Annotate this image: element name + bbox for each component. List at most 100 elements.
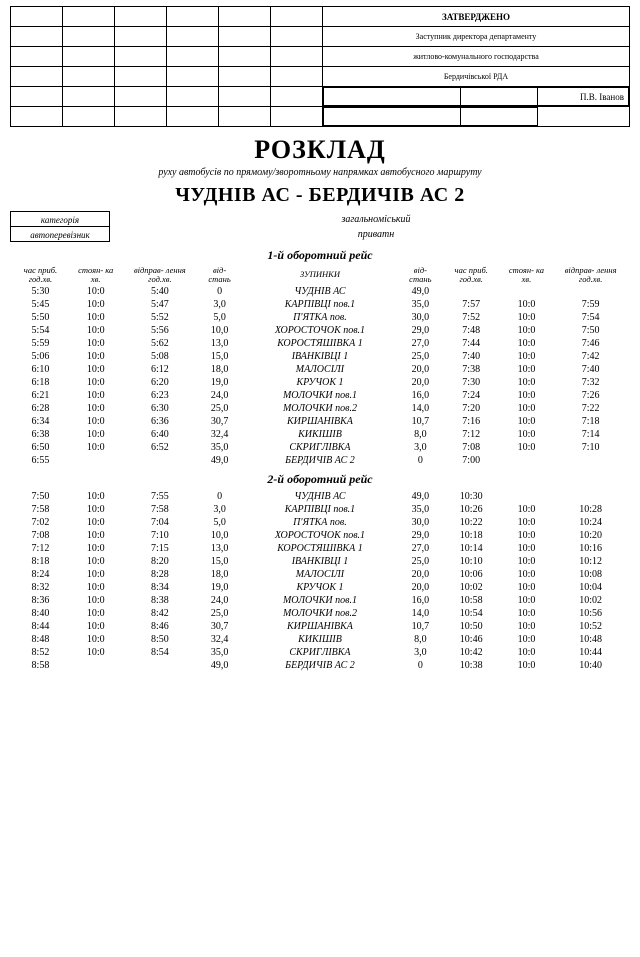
schedule-cell: 10:24	[551, 516, 630, 529]
schedule-row: 7:5010:07:550ЧУДНІВ АС49,010:30	[10, 490, 630, 503]
schedule-cell: 5,0	[199, 516, 240, 529]
schedule-cell: 8:44	[10, 620, 71, 633]
schedule-cell: 7:59	[551, 298, 630, 311]
stop-name: ЧУДНІВ АС	[240, 490, 400, 503]
schedule-cell: 7:50	[551, 324, 630, 337]
schedule-cell: 10:58	[441, 594, 502, 607]
schedule-cell: 49,0	[199, 454, 240, 467]
schedule-cell	[551, 454, 630, 467]
schedule-cell: 15,0	[199, 350, 240, 363]
schedule-cell: 7:26	[551, 389, 630, 402]
schedule-cell: 7:40	[441, 350, 502, 363]
approve-line-3: Бердичівської РДА	[323, 67, 630, 87]
schedule-cell: 8:34	[121, 581, 200, 594]
schedule-cell: 10:0	[71, 503, 121, 516]
schedule-cell: 8:24	[10, 568, 71, 581]
stop-name: СКРИГЛІВКА	[240, 646, 400, 659]
schedule-cell: 6:23	[121, 389, 200, 402]
schedule-cell: 6:34	[10, 415, 71, 428]
meta-box-carrier: автоперевізник	[10, 226, 110, 242]
schedule-cell: 7:50	[10, 490, 71, 503]
schedule-cell: 8:54	[121, 646, 200, 659]
schedule-cell: 7:18	[551, 415, 630, 428]
schedule-row: 7:0210:07:045,0П'ЯТКА пов.30,010:2210:01…	[10, 516, 630, 529]
schedule-cell: 8:20	[121, 555, 200, 568]
schedule-cell: 10:08	[551, 568, 630, 581]
schedule-cell: 6:38	[10, 428, 71, 441]
schedule-cell: 6:12	[121, 363, 200, 376]
stop-name: МОЛОЧКИ пов.2	[240, 607, 400, 620]
schedule-row: 6:1010:06:1218,0МАЛОСІЛІ20,07:3810:07:40	[10, 363, 630, 376]
schedule-cell: 10:0	[502, 633, 552, 646]
schedule-cell: 49,0	[400, 285, 441, 298]
schedule-cell: 6:52	[121, 441, 200, 454]
schedule-row: 8:4810:08:5032,4КИКІШІВ8,010:4610:010:48	[10, 633, 630, 646]
stop-name: БЕРДИЧІВ АС 2	[240, 659, 400, 672]
schedule-cell: 27,0	[400, 337, 441, 350]
schedule-cell: 10:0	[71, 298, 121, 311]
schedule-cell: 10:48	[551, 633, 630, 646]
schedule-cell: 10:12	[551, 555, 630, 568]
schedule-cell: 6:28	[10, 402, 71, 415]
schedule-cell: 3,0	[199, 298, 240, 311]
schedule-cell	[121, 454, 200, 467]
stop-name: МАЛОСІЛІ	[240, 363, 400, 376]
schedule-cell: 49,0	[199, 659, 240, 672]
schedule-cell: 10:10	[441, 555, 502, 568]
schedule-cell: 35,0	[400, 298, 441, 311]
schedule-cell: 7:10	[551, 441, 630, 454]
schedule-row: 5:3010:05:400ЧУДНІВ АС49,0	[10, 285, 630, 298]
schedule-cell: 10:06	[441, 568, 502, 581]
schedule-cell: 7:30	[441, 376, 502, 389]
schedule-cell: 7:40	[551, 363, 630, 376]
schedule-cell: 10:0	[71, 568, 121, 581]
schedule-row: 5:4510:05:473,0КАРПІВЦІ пов.135,07:5710:…	[10, 298, 630, 311]
stop-name: КИКІШІВ	[240, 633, 400, 646]
schedule-cell: 10:0	[502, 542, 552, 555]
stop-name: КРУЧОК 1	[240, 581, 400, 594]
schedule-cell: 7:12	[441, 428, 502, 441]
stop-name: ЧУДНІВ АС	[240, 285, 400, 298]
schedule-row: 6:1810:06:2019,0КРУЧОК 120,07:3010:07:32	[10, 376, 630, 389]
schedule-row: 7:5810:07:583,0КАРПІВЦІ пов.135,010:2610…	[10, 503, 630, 516]
schedule-cell: 8:46	[121, 620, 200, 633]
schedule-cell: 16,0	[400, 389, 441, 402]
stop-name: МОЛОЧКИ пов.2	[240, 402, 400, 415]
schedule-cell: 25,0	[199, 402, 240, 415]
schedule-cell: 8:42	[121, 607, 200, 620]
schedule-cell: 7:38	[441, 363, 502, 376]
approve-line-2: житлово-комунального господарства	[323, 47, 630, 67]
col-r-depart: відправ- лення год.хв.	[551, 265, 630, 285]
schedule-cell: 10:22	[441, 516, 502, 529]
col-dist-l: від- стань	[199, 265, 240, 285]
schedule-cell: 0	[199, 285, 240, 298]
schedule-cell: 5:06	[10, 350, 71, 363]
schedule-cell: 25,0	[400, 350, 441, 363]
trip-1-header: 1-й оборотний рейс	[10, 248, 630, 263]
schedule-row: 8:3610:08:3824,0МОЛОЧКИ пов.116,010:5810…	[10, 594, 630, 607]
schedule-row: 8:5849,0БЕРДИЧІВ АС 2010:3810:010:40	[10, 659, 630, 672]
schedule-row: 8:5210:08:5435,0СКРИГЛІВКА3,010:4210:010…	[10, 646, 630, 659]
schedule-cell: 10:0	[71, 337, 121, 350]
schedule-cell: 10,7	[400, 620, 441, 633]
schedule-row: 8:1810:08:2015,0ІВАНКІВЦІ 125,010:1010:0…	[10, 555, 630, 568]
schedule-cell	[551, 490, 630, 503]
schedule-cell: 10:0	[502, 324, 552, 337]
col-stops: ЗУПИНКИ	[240, 265, 400, 285]
schedule-cell: 8:58	[10, 659, 71, 672]
schedule-cell: 5:54	[10, 324, 71, 337]
signer-name: П.В. Іванов	[537, 88, 629, 106]
schedule-cell: 8:36	[10, 594, 71, 607]
stop-name: П'ЯТКА пов.	[240, 311, 400, 324]
col-r-stop: стоян- ка хв.	[502, 265, 552, 285]
schedule-cell: 13,0	[199, 337, 240, 350]
schedule-row: 7:0810:07:1010,0ХОРОСТОЧОК пов.129,010:1…	[10, 529, 630, 542]
schedule-row: 6:2110:06:2324,0МОЛОЧКИ пов.116,07:2410:…	[10, 389, 630, 402]
schedule-cell: 5:56	[121, 324, 200, 337]
schedule-cell: 10:0	[502, 594, 552, 607]
schedule-row: 6:5010:06:5235,0СКРИГЛІВКА3,07:0810:07:1…	[10, 441, 630, 454]
col-dist-r: від- стань	[400, 265, 441, 285]
schedule-row: 8:3210:08:3419,0КРУЧОК 120,010:0210:010:…	[10, 581, 630, 594]
schedule-cell: 5:40	[121, 285, 200, 298]
schedule-cell: 35,0	[400, 503, 441, 516]
